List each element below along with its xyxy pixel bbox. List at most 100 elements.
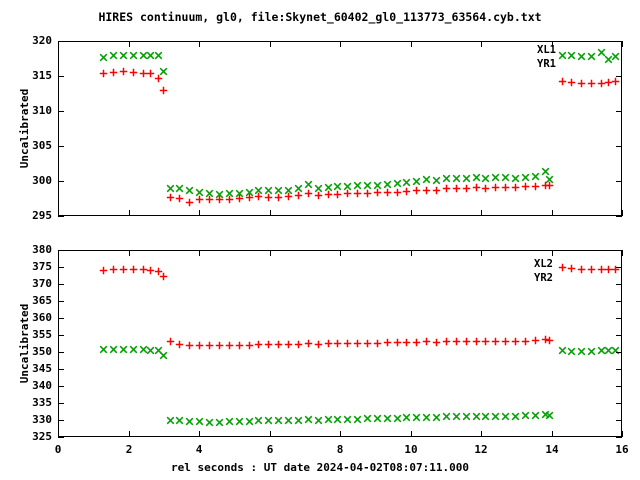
- y-tick-label-0-310: 310: [32, 104, 52, 117]
- y-tick-1-335: [58, 403, 64, 405]
- chart-title: HIRES continuum, gl0, file:Skynet_60402_…: [98, 10, 542, 24]
- y-tick-1-350: [58, 352, 64, 354]
- x-tick-t-1-8: [340, 250, 342, 256]
- x-tick-t-0-0: [58, 41, 60, 47]
- y-tick-1-380: [58, 250, 64, 252]
- y-tick-label-1-330: 330: [32, 413, 52, 426]
- y-tick-r-0-305: [616, 146, 622, 148]
- x-tick-t-1-14: [552, 250, 554, 256]
- y-tick-r-1-345: [616, 369, 622, 371]
- x-axis-label: rel seconds : UT date 2024-04-02T08:07:1…: [170, 461, 469, 474]
- x-tick-0-16: [622, 210, 624, 216]
- x-tick-label-1-8: 8: [336, 443, 344, 456]
- x-tick-t-0-2: [129, 41, 131, 47]
- x-tick-label-1-16: 16: [615, 443, 629, 456]
- x-tick-label-1-6: 6: [266, 443, 274, 456]
- y-tick-r-0-300: [616, 181, 622, 183]
- y-tick-1-360: [58, 318, 64, 320]
- x-tick-1-10: [411, 431, 413, 437]
- x-tick-0-14: [552, 210, 554, 216]
- y-tick-label-1-365: 365: [32, 294, 52, 307]
- legend-entry-yr1: YR1: [537, 58, 556, 70]
- y-tick-0-300: [58, 181, 64, 183]
- x-tick-1-0: [58, 431, 60, 437]
- y-tick-r-1-370: [616, 284, 622, 286]
- y-tick-label-1-380: 380: [32, 243, 52, 256]
- y-tick-1-355: [58, 335, 64, 337]
- legend-entry-yr2: YR2: [534, 272, 553, 284]
- y-tick-1-345: [58, 369, 64, 371]
- y-tick-r-1-355: [616, 335, 622, 337]
- y-tick-r-1-335: [616, 403, 622, 405]
- y-tick-r-1-325: [616, 437, 622, 439]
- legend-entry-xl2: XL2: [534, 258, 553, 270]
- y-axis-label-top: Uncalibrated: [18, 88, 31, 169]
- x-tick-t-0-8: [340, 41, 342, 47]
- y-tick-1-370: [58, 284, 64, 286]
- x-tick-1-16: [622, 431, 624, 437]
- x-tick-t-0-14: [552, 41, 554, 47]
- x-tick-t-0-4: [199, 41, 201, 47]
- y-tick-label-1-325: 325: [32, 430, 52, 443]
- y-tick-r-0-315: [616, 76, 622, 78]
- x-tick-0-12: [481, 210, 483, 216]
- y-tick-label-0-320: 320: [32, 34, 52, 47]
- y-tick-label-1-355: 355: [32, 328, 52, 341]
- x-tick-t-1-6: [270, 250, 272, 256]
- y-tick-r-1-340: [616, 386, 622, 388]
- y-tick-1-365: [58, 301, 64, 303]
- y-tick-label-1-350: 350: [32, 345, 52, 358]
- x-tick-t-0-10: [411, 41, 413, 47]
- y-tick-0-315: [58, 76, 64, 78]
- x-tick-label-1-10: 10: [404, 443, 418, 456]
- x-tick-t-0-6: [270, 41, 272, 47]
- x-tick-t-1-0: [58, 250, 60, 256]
- y-tick-label-1-340: 340: [32, 379, 52, 392]
- x-tick-1-14: [552, 431, 554, 437]
- x-tick-1-8: [340, 431, 342, 437]
- y-tick-1-330: [58, 420, 64, 422]
- x-tick-0-4: [199, 210, 201, 216]
- y-tick-label-0-315: 315: [32, 69, 52, 82]
- y-tick-label-0-305: 305: [32, 139, 52, 152]
- y-tick-r-1-350: [616, 352, 622, 354]
- y-tick-r-1-375: [616, 267, 622, 269]
- y-tick-label-1-335: 335: [32, 396, 52, 409]
- x-tick-1-4: [199, 431, 201, 437]
- y-tick-1-340: [58, 386, 64, 388]
- y-tick-r-1-330: [616, 420, 622, 422]
- x-tick-t-1-10: [411, 250, 413, 256]
- x-tick-label-1-2: 2: [125, 443, 133, 456]
- y-tick-0-310: [58, 111, 64, 113]
- bottom-panel: [58, 250, 622, 437]
- y-tick-1-325: [58, 437, 64, 439]
- x-tick-label-1-12: 12: [474, 443, 488, 456]
- y-tick-r-0-295: [616, 216, 622, 218]
- x-tick-t-0-16: [622, 41, 624, 47]
- x-tick-t-1-16: [622, 250, 624, 256]
- y-tick-label-1-345: 345: [32, 362, 52, 375]
- y-tick-label-1-360: 360: [32, 311, 52, 324]
- x-tick-label-1-0: 0: [54, 443, 62, 456]
- x-tick-1-6: [270, 431, 272, 437]
- x-tick-t-1-4: [199, 250, 201, 256]
- top-panel: [58, 41, 622, 216]
- y-tick-label-1-375: 375: [32, 260, 52, 273]
- x-tick-0-0: [58, 210, 60, 216]
- y-tick-label-0-300: 300: [32, 174, 52, 187]
- y-tick-0-295: [58, 216, 64, 218]
- x-tick-0-6: [270, 210, 272, 216]
- top-panel-plot-area: [58, 41, 622, 216]
- x-tick-0-10: [411, 210, 413, 216]
- y-tick-label-0-295: 295: [32, 209, 52, 222]
- x-tick-t-0-12: [481, 41, 483, 47]
- y-tick-label-1-370: 370: [32, 277, 52, 290]
- x-tick-0-8: [340, 210, 342, 216]
- y-tick-r-0-320: [616, 41, 622, 43]
- x-tick-1-12: [481, 431, 483, 437]
- y-tick-0-305: [58, 146, 64, 148]
- y-tick-r-1-380: [616, 250, 622, 252]
- x-tick-label-1-4: 4: [195, 443, 203, 456]
- y-tick-r-1-365: [616, 301, 622, 303]
